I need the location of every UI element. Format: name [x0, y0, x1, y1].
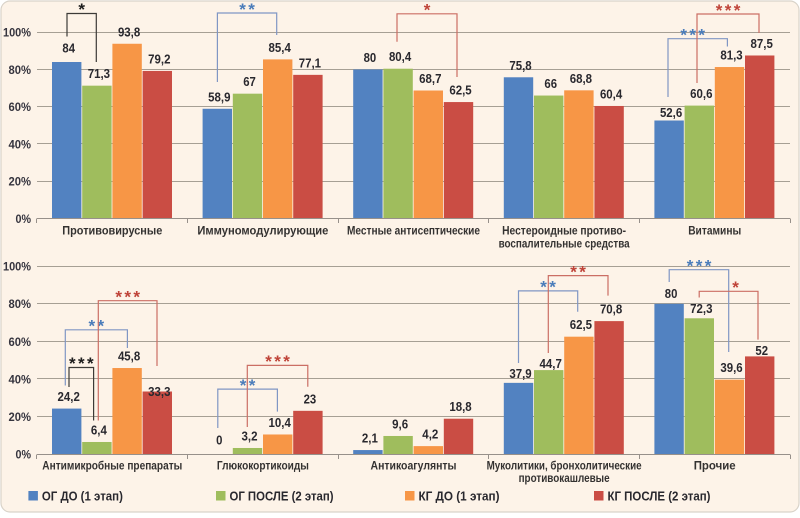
svg-text:*: * — [239, 0, 246, 19]
svg-text:*: * — [249, 376, 256, 395]
svg-text:58,9: 58,9 — [208, 89, 230, 104]
svg-text:79,2: 79,2 — [148, 52, 170, 67]
svg-text:81,3: 81,3 — [720, 48, 742, 63]
svg-text:*: * — [687, 256, 694, 275]
svg-text:33,3: 33,3 — [148, 384, 170, 399]
svg-text:44,7: 44,7 — [540, 356, 562, 371]
svg-text:Антимикробные препараты: Антимикробные препараты — [42, 459, 182, 473]
svg-text:*: * — [579, 262, 586, 281]
svg-text:100%: 100% — [3, 26, 31, 40]
svg-text:40%: 40% — [9, 372, 32, 386]
svg-text:*: * — [424, 1, 431, 20]
svg-text:37,9: 37,9 — [509, 366, 531, 381]
svg-text:*: * — [265, 352, 272, 371]
svg-text:*: * — [570, 262, 577, 281]
svg-text:84: 84 — [62, 41, 75, 56]
svg-text:45,8: 45,8 — [118, 349, 140, 364]
svg-text:87,5: 87,5 — [751, 36, 773, 51]
svg-text:*: * — [78, 354, 85, 373]
svg-text:*: * — [78, 0, 85, 19]
svg-text:18,8: 18,8 — [449, 399, 471, 414]
svg-text:*: * — [705, 256, 712, 275]
svg-text:КГ ДО (1 этап): КГ ДО (1 этап) — [419, 488, 500, 503]
svg-text:93,8: 93,8 — [118, 24, 140, 39]
svg-text:0%: 0% — [16, 447, 32, 461]
svg-text:10,4: 10,4 — [269, 415, 292, 430]
svg-text:*: * — [549, 278, 556, 297]
svg-text:60%: 60% — [9, 335, 32, 349]
svg-text:*: * — [240, 376, 247, 395]
svg-text:*: * — [698, 26, 705, 45]
svg-text:24,2: 24,2 — [58, 389, 80, 404]
svg-text:0%: 0% — [16, 212, 32, 226]
svg-text:100%: 100% — [3, 260, 31, 274]
svg-text:52,6: 52,6 — [660, 105, 682, 120]
svg-text:72,3: 72,3 — [690, 301, 712, 316]
svg-text:*: * — [734, 1, 741, 20]
svg-text:*: * — [540, 278, 547, 297]
svg-text:20%: 20% — [9, 410, 32, 424]
svg-text:*: * — [283, 352, 290, 371]
svg-text:*: * — [696, 256, 703, 275]
svg-text:0: 0 — [216, 433, 222, 448]
svg-text:6,4: 6,4 — [91, 423, 108, 438]
svg-text:Муколитики, бронхолитические: Муколитики, бронхолитические — [487, 459, 642, 473]
svg-text:КГ ПОСЛЕ (2 этап): КГ ПОСЛЕ (2 этап) — [608, 488, 711, 503]
svg-text:68,7: 68,7 — [419, 71, 441, 86]
svg-text:*: * — [680, 26, 687, 45]
svg-text:*: * — [274, 352, 281, 371]
svg-text:*: * — [115, 287, 122, 306]
svg-text:23: 23 — [304, 391, 317, 406]
svg-text:воспалительные средства: воспалительные средства — [499, 237, 630, 251]
svg-text:*: * — [716, 1, 723, 20]
svg-text:39,6: 39,6 — [720, 360, 742, 375]
svg-text:Глюкокортикоиды: Глюкокортикоиды — [217, 459, 309, 473]
svg-text:20%: 20% — [9, 175, 32, 189]
svg-text:Нестероидные противо-: Нестероидные противо- — [502, 224, 626, 238]
svg-text:ОГ ПОСЛЕ (2 этап): ОГ ПОСЛЕ (2 этап) — [230, 488, 334, 503]
svg-text:2,1: 2,1 — [362, 431, 378, 446]
svg-text:Иммуномодулирующие: Иммуномодулирующие — [197, 224, 328, 238]
svg-text:60,4: 60,4 — [600, 87, 623, 102]
svg-text:80%: 80% — [9, 297, 32, 311]
svg-text:9,6: 9,6 — [392, 417, 408, 432]
svg-text:80%: 80% — [9, 63, 32, 77]
svg-text:52: 52 — [755, 343, 768, 358]
svg-text:40%: 40% — [9, 137, 32, 151]
svg-text:80: 80 — [364, 50, 377, 65]
svg-text:60,6: 60,6 — [690, 86, 712, 101]
svg-text:Витамины: Витамины — [688, 224, 741, 238]
svg-text:*: * — [133, 287, 140, 306]
svg-text:77,1: 77,1 — [299, 55, 321, 70]
svg-text:ОГ ДО (1 этап): ОГ ДО (1 этап) — [42, 488, 123, 503]
svg-text:66: 66 — [544, 76, 557, 91]
svg-text:*: * — [689, 26, 696, 45]
svg-text:Прочие: Прочие — [694, 459, 736, 473]
svg-text:75,8: 75,8 — [509, 58, 531, 73]
svg-text:Антикоагулянты: Антикоагулянты — [371, 459, 457, 473]
svg-text:Местные антисептические: Местные антисептические — [347, 224, 480, 238]
svg-text:85,4: 85,4 — [269, 40, 292, 55]
svg-text:противокашлевые: противокашлевые — [519, 471, 610, 485]
svg-text:80: 80 — [665, 286, 678, 301]
svg-text:62,5: 62,5 — [449, 83, 471, 98]
svg-text:*: * — [248, 0, 255, 19]
svg-text:80,4: 80,4 — [389, 49, 412, 64]
svg-text:3,2: 3,2 — [242, 429, 258, 444]
svg-text:Противовирусные: Противовирусные — [62, 224, 162, 238]
svg-text:*: * — [97, 317, 104, 336]
svg-text:*: * — [69, 354, 76, 373]
svg-text:*: * — [88, 317, 95, 336]
svg-text:60%: 60% — [9, 100, 32, 114]
svg-text:*: * — [87, 354, 94, 373]
svg-text:62,5: 62,5 — [570, 317, 592, 332]
svg-text:*: * — [124, 287, 131, 306]
svg-text:*: * — [732, 278, 739, 297]
svg-text:67: 67 — [243, 74, 256, 89]
svg-text:70,8: 70,8 — [600, 302, 622, 317]
svg-text:4,2: 4,2 — [422, 427, 438, 442]
svg-text:*: * — [725, 1, 732, 20]
svg-text:68,8: 68,8 — [570, 71, 592, 86]
svg-text:71,3: 71,3 — [88, 66, 110, 81]
